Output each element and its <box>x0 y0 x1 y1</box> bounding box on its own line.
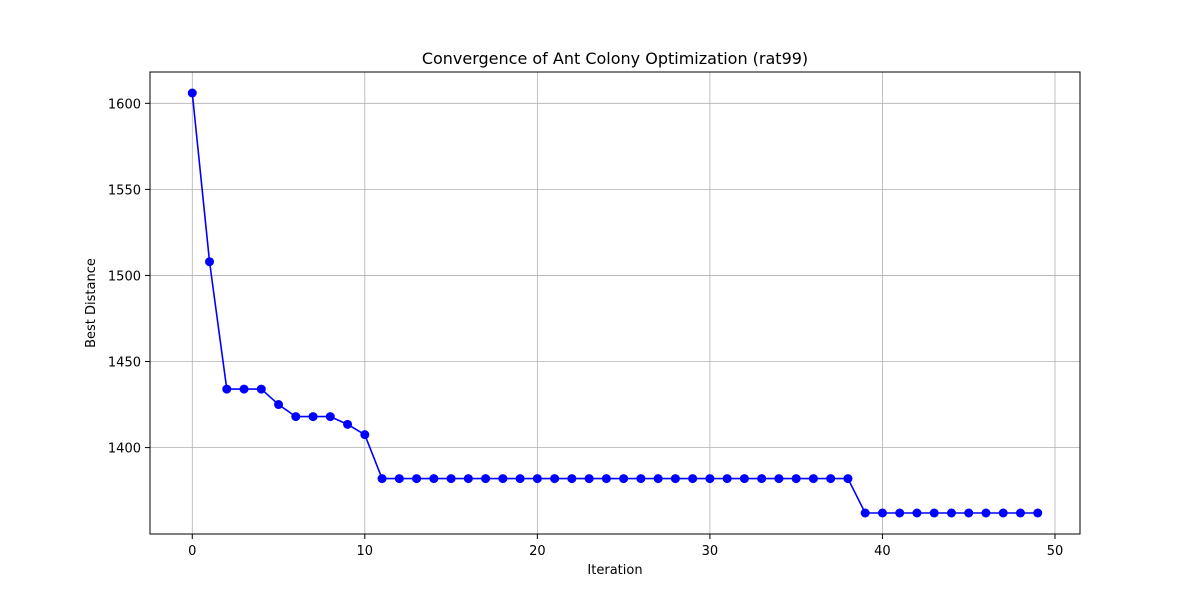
data-point <box>808 474 818 484</box>
y-tick-label: 1400 <box>108 442 141 457</box>
data-point <box>463 474 473 484</box>
data-point <box>515 474 525 484</box>
x-axis-label: Iteration <box>587 563 642 578</box>
data-point <box>550 474 560 484</box>
plot-frame <box>149 71 1081 535</box>
data-point <box>377 474 387 484</box>
data-point <box>394 474 404 484</box>
data-point <box>670 474 680 484</box>
x-tick-label: 40 <box>874 544 891 559</box>
data-point <box>843 474 853 484</box>
data-point <box>325 412 335 422</box>
x-tick-label: 50 <box>1047 544 1064 559</box>
data-point <box>446 474 456 484</box>
data-point <box>498 474 508 484</box>
data-point <box>360 430 370 440</box>
data-point <box>567 474 577 484</box>
data-point <box>532 474 542 484</box>
data-point <box>636 474 646 484</box>
data-point <box>688 474 698 484</box>
data-point <box>481 474 491 484</box>
data-point <box>274 400 284 410</box>
data-point <box>791 474 801 484</box>
data-point <box>774 474 784 484</box>
data-point <box>187 88 197 98</box>
data-point <box>291 412 301 422</box>
data-point <box>981 508 991 518</box>
data-point <box>929 508 939 518</box>
data-point <box>1015 508 1025 518</box>
data-point <box>205 257 215 267</box>
data-point <box>256 384 266 394</box>
x-tick-label: 0 <box>188 544 196 559</box>
x-tick-label: 10 <box>357 544 374 559</box>
y-tick-label: 1550 <box>108 183 141 198</box>
data-point <box>826 474 836 484</box>
x-axis-ticks: 0 10 20 30 40 50 <box>188 534 1063 559</box>
y-axis-ticks: 1400 1450 1500 1550 1600 <box>108 97 150 457</box>
data-point <box>860 508 870 518</box>
data-point <box>653 474 663 484</box>
data-point <box>239 384 249 394</box>
data-point <box>739 474 749 484</box>
data-point <box>895 508 905 518</box>
y-tick-label: 1450 <box>108 356 141 371</box>
data-point <box>601 474 611 484</box>
chart-title: Convergence of Ant Colony Optimization (… <box>422 49 808 68</box>
data-point <box>584 474 594 484</box>
x-tick-label: 20 <box>529 544 546 559</box>
x-tick-label: 30 <box>702 544 719 559</box>
data-point <box>946 508 956 518</box>
y-tick-label: 1600 <box>108 97 141 112</box>
data-point <box>222 384 232 394</box>
data-point <box>912 508 922 518</box>
data-point <box>877 508 887 518</box>
data-point <box>429 474 439 484</box>
grid <box>150 72 1080 534</box>
y-axis-label: Best Distance <box>84 258 99 348</box>
y-tick-label: 1500 <box>108 269 141 284</box>
data-point <box>1033 508 1043 518</box>
data-point <box>619 474 629 484</box>
data-point <box>998 508 1008 518</box>
data-point <box>343 419 353 429</box>
data-point <box>757 474 767 484</box>
data-point <box>722 474 732 484</box>
series-layer <box>187 88 1043 518</box>
data-point <box>705 474 715 484</box>
data-point <box>412 474 422 484</box>
data-point <box>308 412 318 422</box>
data-point <box>964 508 974 518</box>
